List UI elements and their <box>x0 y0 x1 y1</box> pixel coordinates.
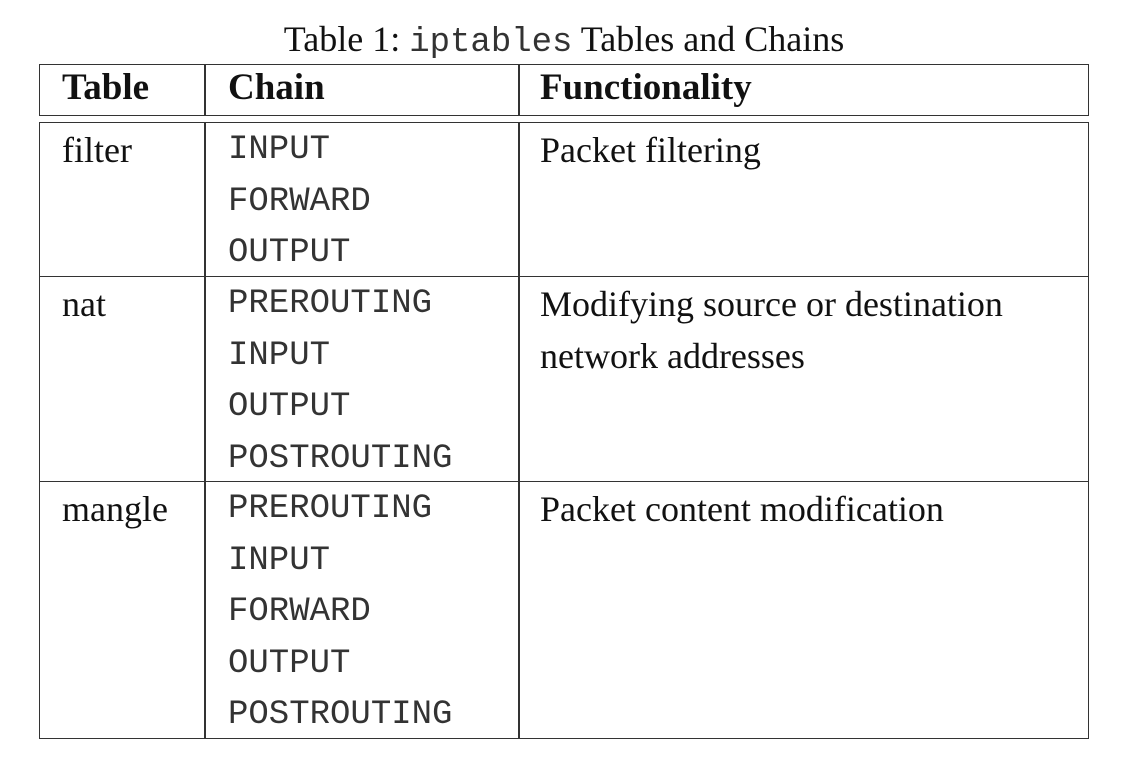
table-row-filter: filter INPUT FORWARD OUTPUT Packet filte… <box>40 123 1088 277</box>
chain-item: OUTPUT <box>228 644 351 683</box>
column-divider <box>518 65 520 115</box>
table-body: filter INPUT FORWARD OUTPUT Packet filte… <box>39 122 1089 739</box>
table-row-mangle: mangle PREROUTING INPUT FORWARD OUTPUT P… <box>40 482 1088 738</box>
header-table: Table <box>62 67 150 108</box>
header-functionality: Functionality <box>540 67 752 108</box>
chain-item: POSTROUTING <box>228 439 453 478</box>
chain-list: PREROUTING INPUT OUTPUT POSTROUTING <box>228 279 452 485</box>
column-divider <box>204 123 206 738</box>
functionality-line: Packet content modification <box>540 489 944 529</box>
functionality-line: Modifying source or destination <box>540 284 1003 324</box>
functionality-text: Modifying source or destination network … <box>540 279 1003 382</box>
chain-item: PREROUTING <box>228 285 433 323</box>
header-chain: Chain <box>228 67 325 108</box>
table-name: filter <box>62 130 132 170</box>
caption-code: iptables <box>409 24 573 62</box>
chain-item: POSTROUTING <box>228 696 453 734</box>
chain-item: INPUT <box>228 541 331 580</box>
chain-item: INPUT <box>228 336 331 375</box>
chain-item: FORWARD <box>228 182 371 221</box>
functionality-text: Packet content modification <box>540 484 944 536</box>
caption-suffix: Tables and Chains <box>572 19 845 59</box>
chain-item: OUTPUT <box>228 234 351 272</box>
functionality-text: Packet filtering <box>540 125 761 177</box>
chain-item: INPUT <box>228 131 331 169</box>
iptables-table: Table Chain Functionality filter INPUT F… <box>39 64 1089 739</box>
table-caption: Table 1: iptables Tables and Chains <box>0 14 1128 68</box>
functionality-line: network addresses <box>540 335 805 376</box>
chain-item: PREROUTING <box>228 490 433 528</box>
chain-item: FORWARD <box>228 593 371 631</box>
chain-item: OUTPUT <box>228 388 351 426</box>
table-header-row: Table Chain Functionality <box>39 64 1089 116</box>
table-name: mangle <box>62 489 168 529</box>
chain-list: INPUT FORWARD OUTPUT <box>228 125 371 280</box>
caption-prefix: Table 1: <box>283 19 410 59</box>
functionality-line: Packet filtering <box>540 130 761 170</box>
chain-list: PREROUTING INPUT FORWARD OUTPUT POSTROUT… <box>228 484 452 742</box>
column-divider <box>204 65 206 115</box>
table-name: nat <box>62 284 106 324</box>
column-divider <box>518 123 520 738</box>
table-row-nat: nat PREROUTING INPUT OUTPUT POSTROUTING … <box>40 277 1088 482</box>
